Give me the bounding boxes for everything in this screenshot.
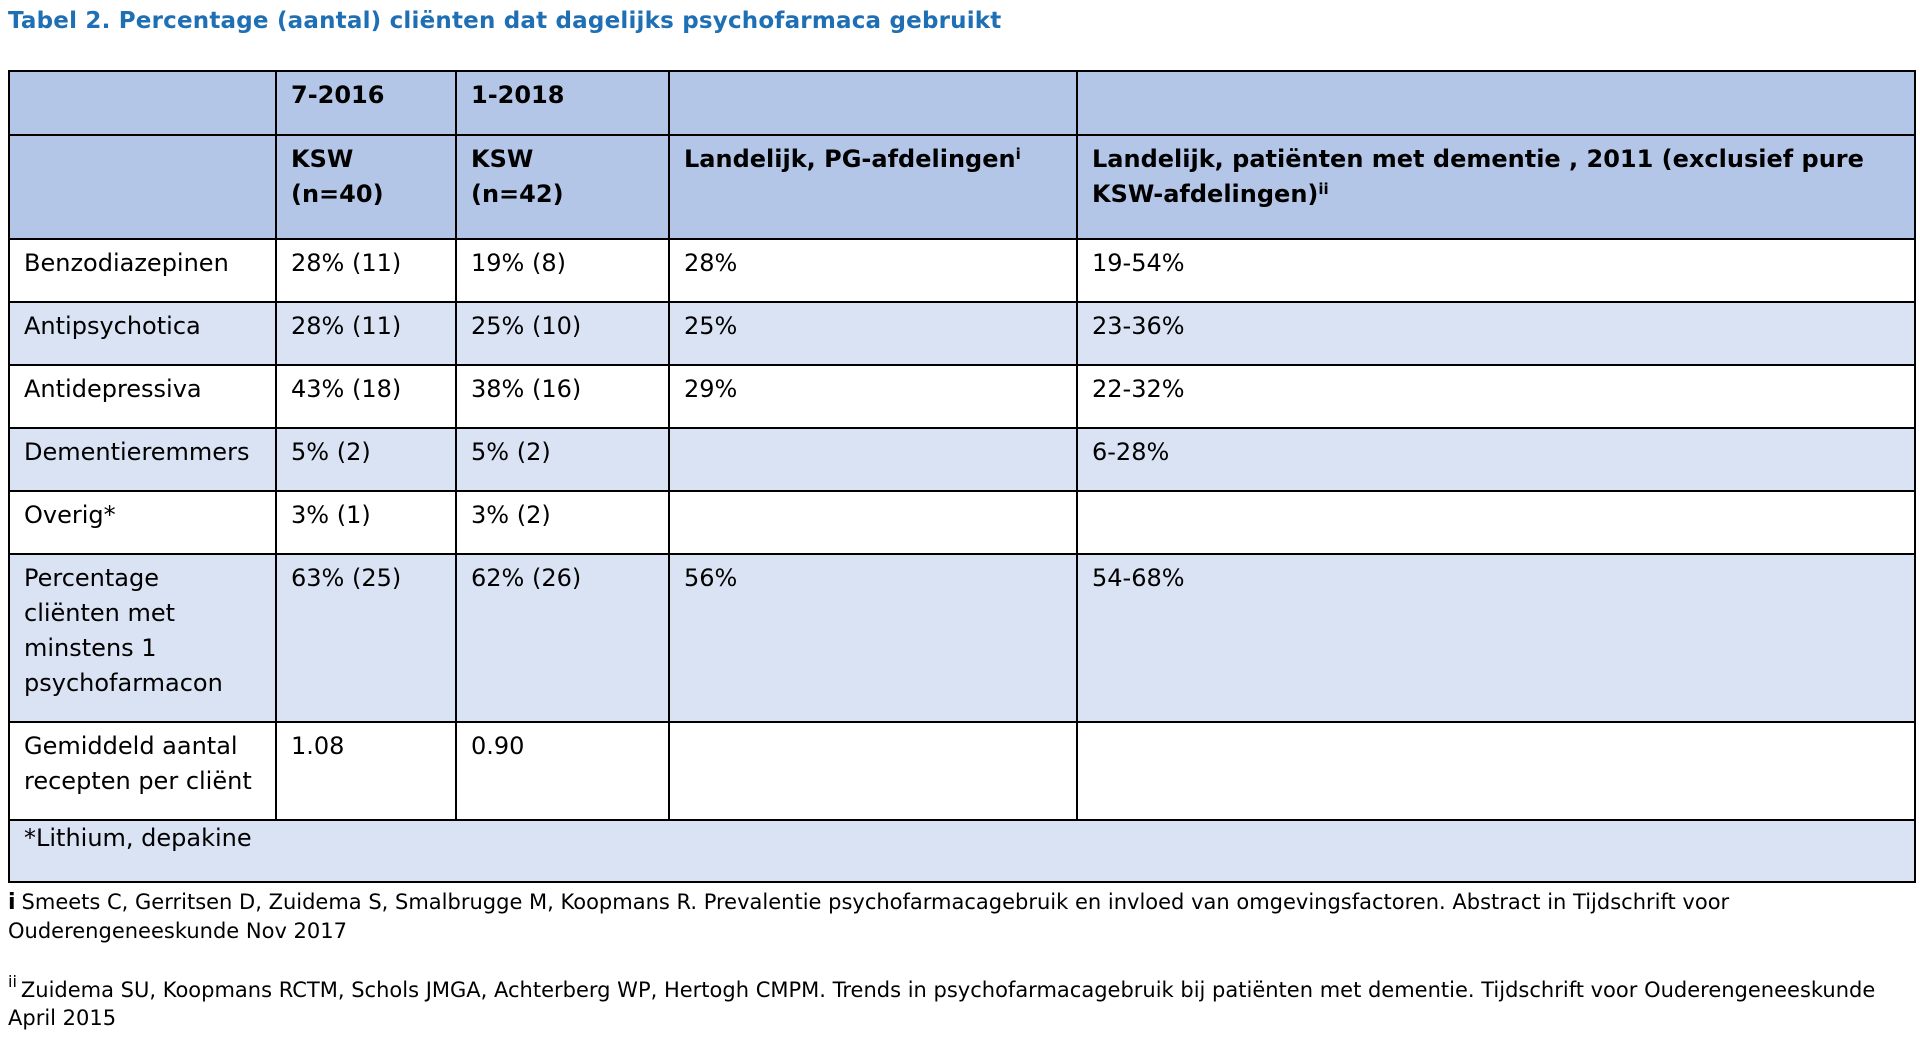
footnote-ref: ii [1318,180,1329,198]
header-text: Landelijk, patiënten met dementie , 2011… [1092,145,1864,208]
header-cell [8,134,277,240]
table-cell: 5% (2) [275,427,457,492]
table-row: Benzodiazepinen 28% (11) 19% (8) 28% 19-… [8,238,1916,303]
table-cell: 25% [668,301,1078,366]
header-cell [8,70,277,136]
group-header-row: KSW (n=40) KSW (n=42) Landelijk, PG-afde… [8,134,1916,240]
row-label: Antipsychotica [8,301,277,366]
footnote-text: Zuidema SU, Koopmans RCTM, Schols JMGA, … [8,978,1876,1030]
table-cell [1076,721,1916,821]
footnote-marker: ii [8,972,17,991]
table-cell: 28% (11) [275,301,457,366]
table-cell: 38% (16) [455,364,670,429]
row-label: Dementieremmers [8,427,277,492]
table-row: Percentage cliënten met minstens 1 psych… [8,553,1916,723]
table-row: Dementieremmers 5% (2) 5% (2) 6-28% [8,427,1916,492]
table-cell: 22-32% [1076,364,1916,429]
table-cell: 28% [668,238,1078,303]
table-row: Gemiddeld aantal recepten per cliënt 1.0… [8,721,1916,821]
table-cell: 63% (25) [275,553,457,723]
table-footnote: *Lithium, depakine [8,819,1916,883]
header-cell: 7-2016 [275,70,457,136]
table-cell [668,721,1078,821]
table-cell: 1.08 [275,721,457,821]
header-cell [668,70,1078,136]
row-label: Antidepressiva [8,364,277,429]
header-cell: Landelijk, PG-afdelingeni [668,134,1078,240]
header-cell [1076,70,1916,136]
table-cell: 3% (2) [455,490,670,555]
table-cell: 28% (11) [275,238,457,303]
table-row: Antidepressiva 43% (18) 38% (16) 29% 22-… [8,364,1916,429]
footnote-text: Smeets C, Gerritsen D, Zuidema S, Smalbr… [8,890,1730,943]
table-cell: 54-68% [1076,553,1916,723]
header-text: KSW (n=42) [471,145,564,208]
table-cell [1076,490,1916,555]
header-cell: Landelijk, patiënten met dementie , 2011… [1076,134,1916,240]
table-cell: 25% (10) [455,301,670,366]
table-cell: 62% (26) [455,553,670,723]
row-label: Overig* [8,490,277,555]
header-cell: KSW (n=42) [455,134,670,240]
table-cell: 0.90 [455,721,670,821]
table-cell: 19-54% [1076,238,1916,303]
table-footnote-row: *Lithium, depakine [8,819,1916,883]
table-cell: 19% (8) [455,238,670,303]
table-cell [668,490,1078,555]
table-cell: 23-36% [1076,301,1916,366]
header-cell: 1-2018 [455,70,670,136]
period-header-row: 7-2016 1-2018 [8,70,1916,136]
row-label: Benzodiazepinen [8,238,277,303]
table-cell: 56% [668,553,1078,723]
footnote-2: ii Zuidema SU, Koopmans RCTM, Schols JMGA… [8,974,1920,1032]
header-text: KSW (n=40) [291,145,384,208]
table-cell: 5% (2) [455,427,670,492]
psychofarmaca-table: 7-2016 1-2018 KSW (n=40) KSW (n=42) Land… [8,70,1916,883]
table-title: Tabel 2. Percentage (aantal) cliënten da… [8,8,1002,34]
footnote-marker: i [8,890,16,915]
table-cell [668,427,1078,492]
header-text: Landelijk, PG-afdelingen [684,145,1016,173]
table-cell: 6-28% [1076,427,1916,492]
table-cell: 43% (18) [275,364,457,429]
table-row: Overig* 3% (1) 3% (2) [8,490,1916,555]
row-label: Gemiddeld aantal recepten per cliënt [8,721,277,821]
table-cell: 3% (1) [275,490,457,555]
header-cell: KSW (n=40) [275,134,457,240]
footnote-1: i Smeets C, Gerritsen D, Zuidema S, Smalb… [8,888,1920,945]
table-row: Antipsychotica 28% (11) 25% (10) 25% 23-… [8,301,1916,366]
footnote-ref: i [1015,145,1021,163]
table-cell: 29% [668,364,1078,429]
row-label: Percentage cliënten met minstens 1 psych… [8,553,277,723]
